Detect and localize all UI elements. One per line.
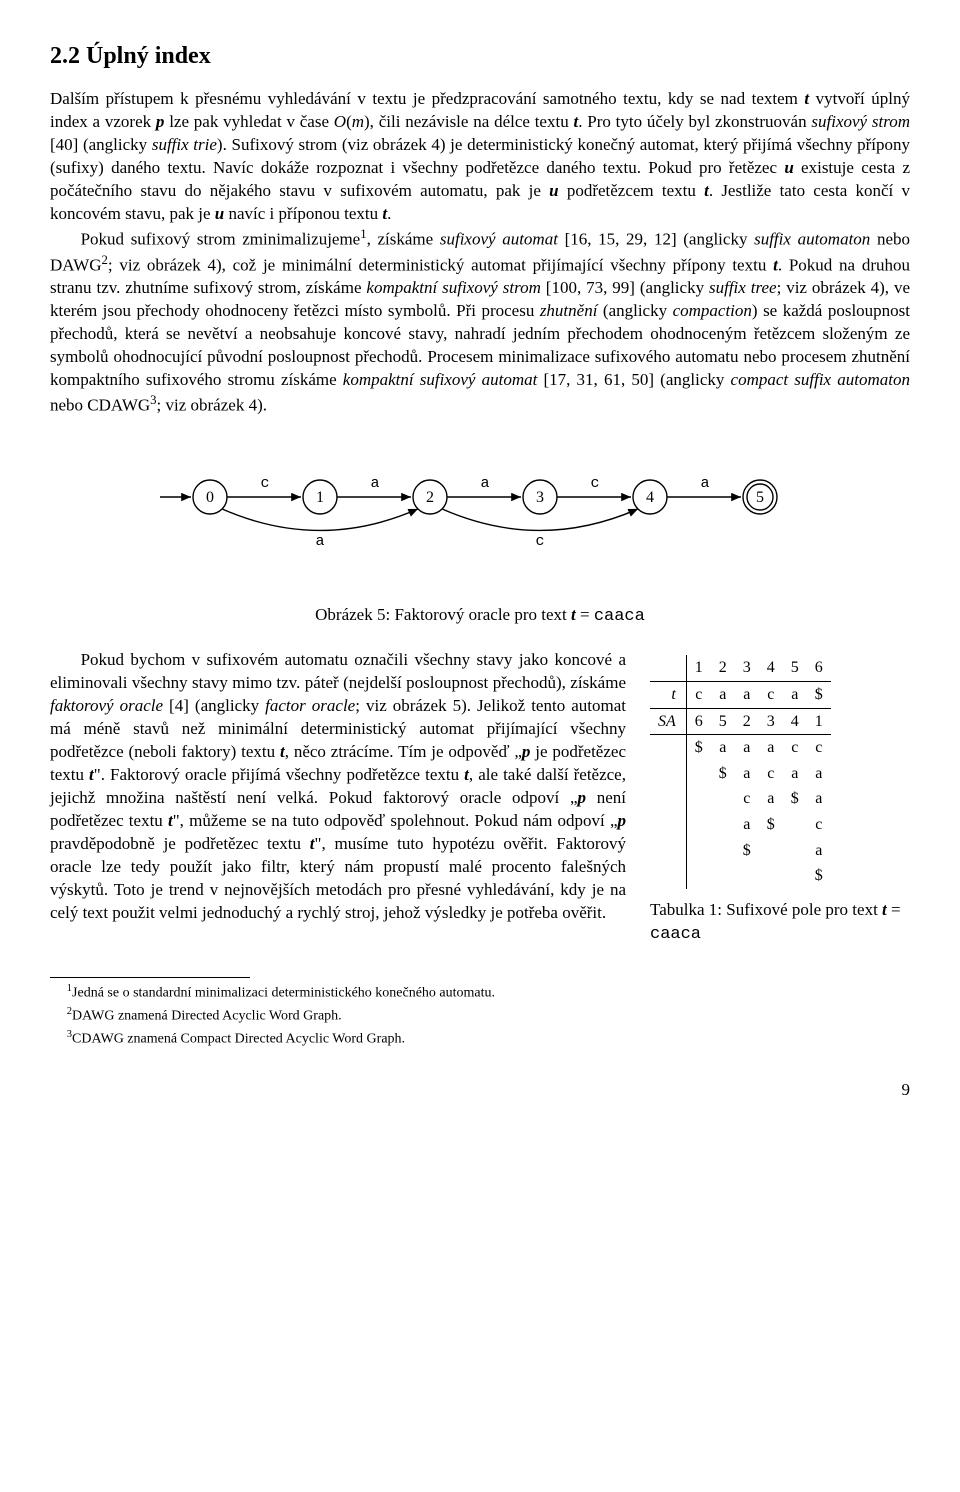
svg-text:0: 0 (206, 489, 214, 506)
table-1-wrap: 123456tcaaca$SA652341$aaacc$acaaca$aa$c$… (650, 649, 910, 946)
svg-text:a: a (700, 475, 709, 492)
svg-text:a: a (480, 475, 489, 492)
figure-5-caption: Obrázek 5: Faktorový oracle pro text t =… (50, 604, 910, 629)
footnotes: 1Jedná se o standardní minimalizaci dete… (50, 982, 910, 1050)
svg-text:c: c (590, 475, 599, 492)
svg-text:1: 1 (316, 489, 324, 506)
paragraph-1: Dalším přístupem k přesnému vyhledávání … (50, 88, 910, 226)
svg-text:c: c (535, 533, 544, 550)
svg-text:5: 5 (756, 489, 764, 506)
svg-text:2: 2 (426, 489, 434, 506)
table-1-suffix-array: 123456tcaaca$SA652341$aaacc$acaaca$aa$c$… (650, 655, 831, 888)
svg-text:c: c (260, 475, 269, 492)
paragraph-2: Pokud sufixový strom zminimalizujeme1, z… (50, 226, 910, 417)
figure-5-automaton: c a a c a a c 0 1 2 3 4 5 Obrázek 5: Faktorový oracl… (50, 447, 910, 629)
svg-text:a: a (370, 475, 379, 492)
paragraph-3: Pokud bychom v sufixovém automatu označi… (50, 649, 626, 924)
page-number: 9 (50, 1079, 910, 1102)
svg-text:3: 3 (536, 489, 544, 506)
footnote-rule (50, 977, 250, 978)
table-1-caption: Tabulka 1: Sufixové pole pro text t = ca… (650, 899, 910, 947)
svg-text:a: a (315, 533, 324, 550)
automaton-svg: c a a c a a c 0 1 2 3 4 5 (120, 447, 840, 567)
section-heading: 2.2 Úplný index (50, 40, 910, 72)
svg-text:4: 4 (646, 489, 654, 506)
